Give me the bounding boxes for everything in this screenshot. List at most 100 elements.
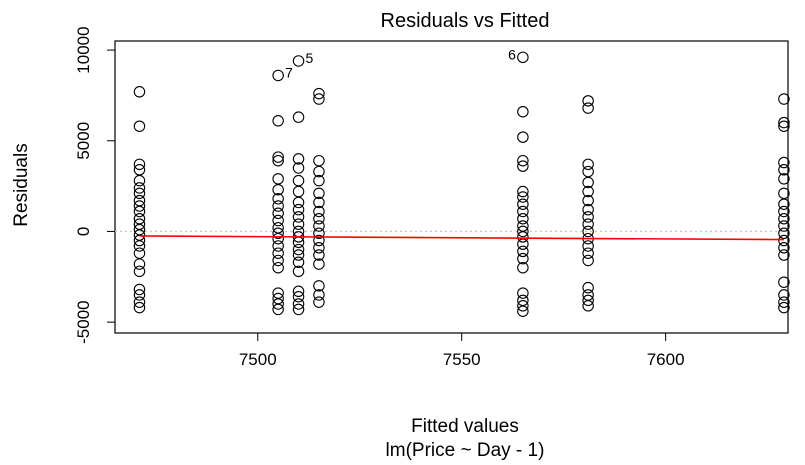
- data-point: [517, 252, 529, 265]
- data-point: [133, 296, 146, 308]
- data-point: [133, 258, 146, 270]
- data-point: [313, 220, 325, 232]
- data-point: [292, 153, 305, 165]
- data-point: [313, 234, 325, 247]
- chart-subtitle: lm(Price ~ Day - 1): [386, 440, 545, 461]
- x-tick-label: 7550: [443, 350, 481, 369]
- plot-frame: [114, 40, 789, 334]
- data-point: [778, 289, 790, 301]
- data-point: [313, 280, 325, 292]
- chart-title: Residuals vs Fitted: [381, 10, 550, 32]
- data-point: [292, 185, 305, 198]
- data-point: [582, 102, 594, 114]
- data-point: [517, 191, 529, 203]
- data-point: [133, 187, 146, 200]
- outlier-point: [292, 55, 305, 67]
- data-point: [517, 185, 529, 198]
- data-point: [582, 240, 594, 252]
- data-point: [517, 198, 529, 210]
- data-point: [313, 227, 325, 239]
- data-point: [292, 303, 305, 316]
- y-axis-title: Residuals: [11, 143, 32, 226]
- data-point: [272, 240, 284, 252]
- data-point: [133, 265, 146, 278]
- data-point: [517, 154, 529, 167]
- data-point: [272, 151, 284, 163]
- data-point: [582, 254, 594, 267]
- data-point: [292, 290, 305, 303]
- y-tick-label: 10000: [74, 26, 93, 73]
- data-point: [582, 194, 594, 207]
- data-point: [778, 234, 790, 247]
- data-point: [517, 300, 529, 312]
- data-point: [292, 218, 305, 230]
- data-point: [133, 182, 146, 194]
- data-point: [517, 238, 529, 250]
- x-tick-label: 7500: [239, 350, 277, 369]
- outlier-label: 7: [285, 64, 293, 80]
- data-point: [517, 287, 529, 299]
- data-point: [582, 247, 594, 259]
- data-point: [517, 131, 529, 143]
- data-point: [517, 231, 529, 243]
- data-point: [778, 242, 790, 254]
- data-point: [133, 247, 146, 259]
- data-point: [517, 305, 529, 317]
- data-point: [272, 261, 284, 274]
- data-point: [313, 249, 325, 261]
- data-point: [517, 205, 529, 218]
- smooth-line: [139, 235, 784, 241]
- data-point: [582, 300, 594, 312]
- data-point: [517, 261, 529, 274]
- data-point: [272, 183, 284, 196]
- data-point: [582, 203, 594, 216]
- data-point: [133, 174, 146, 187]
- data-point: [313, 154, 325, 167]
- data-point: [778, 164, 790, 176]
- data-point: [778, 220, 790, 232]
- data-point: [778, 116, 790, 129]
- data-point: [292, 243, 305, 256]
- data-point: [292, 211, 305, 223]
- data-point: [778, 156, 790, 169]
- y-tick-label: -5000: [74, 300, 93, 343]
- data-point: [313, 289, 325, 301]
- data-point: [778, 227, 790, 239]
- data-point: [292, 249, 305, 261]
- outlier-label: 6: [508, 46, 516, 62]
- data-point: [313, 242, 325, 254]
- data-point: [582, 281, 594, 294]
- data-point: [133, 301, 146, 314]
- data-point: [313, 174, 325, 187]
- data-point: [582, 95, 594, 107]
- data-point: [582, 185, 594, 198]
- data-point: [313, 258, 325, 270]
- data-point: [292, 174, 305, 187]
- data-point: [292, 265, 305, 278]
- data-point: [582, 165, 594, 178]
- data-point: [272, 173, 284, 185]
- data-point: [517, 245, 529, 258]
- data-point: [133, 120, 146, 132]
- data-point: [272, 303, 284, 316]
- data-point: [582, 225, 594, 238]
- data-point: [778, 120, 790, 132]
- data-point: [582, 158, 594, 171]
- data-point: [133, 86, 146, 98]
- data-point: [582, 211, 594, 223]
- data-point: [313, 205, 325, 218]
- data-point: [292, 111, 305, 123]
- data-point: [517, 225, 529, 238]
- data-point: [133, 283, 146, 296]
- data-point: [313, 165, 325, 178]
- data-point: [778, 198, 790, 210]
- data-point: [272, 298, 284, 310]
- data-point: [778, 276, 790, 288]
- data-point: [292, 285, 305, 298]
- data-point: [517, 160, 529, 172]
- data-point: [272, 232, 284, 245]
- data-point: [133, 158, 146, 171]
- data-point: [272, 214, 284, 227]
- data-point: [133, 205, 146, 218]
